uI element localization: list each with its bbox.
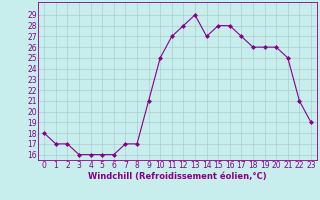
X-axis label: Windchill (Refroidissement éolien,°C): Windchill (Refroidissement éolien,°C): [88, 172, 267, 181]
